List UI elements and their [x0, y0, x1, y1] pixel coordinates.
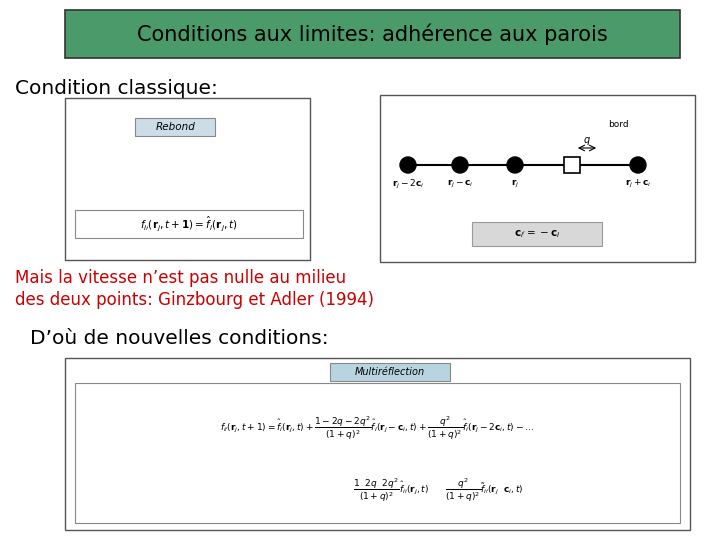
Circle shape	[630, 157, 646, 173]
Text: $\mathbf{r}_j - 2\mathbf{c}_i$: $\mathbf{r}_j - 2\mathbf{c}_i$	[392, 178, 424, 191]
Text: $\mathbf{r}_j + \mathbf{c}_i$: $\mathbf{r}_j + \mathbf{c}_i$	[625, 178, 652, 190]
Bar	[65, 10, 680, 58]
Text: Multiréflection: Multiréflection	[355, 367, 425, 377]
Bar	[75, 210, 303, 238]
Text: Conditions aux limites: adhérence aux parois: Conditions aux limites: adhérence aux pa…	[137, 23, 608, 45]
Circle shape	[507, 157, 523, 173]
Bar	[65, 98, 310, 260]
Text: $\dfrac{1\ \ 2q\ \ 2q^2}{(1+q)^2}\hat{f}_{i\prime}(\mathbf{r}_j,t) \qquad \dfrac: $\dfrac{1\ \ 2q\ \ 2q^2}{(1+q)^2}\hat{f}…	[353, 476, 523, 504]
Text: $\mathbf{r}_j$: $\mathbf{r}_j$	[511, 178, 519, 190]
Text: des deux points: Ginzbourg et Adler (1994): des deux points: Ginzbourg et Adler (199…	[15, 291, 374, 309]
Circle shape	[400, 157, 416, 173]
Text: $f_{i\prime}(\mathbf{r}_j,t+\mathbf{1}) = \hat{f}_i(\mathbf{r}_j,t)$: $f_{i\prime}(\mathbf{r}_j,t+\mathbf{1}) …	[140, 214, 238, 233]
Bar	[472, 222, 602, 246]
Bar	[65, 358, 690, 530]
Bar	[330, 363, 450, 381]
Text: $\mathbf{r}_j - \mathbf{c}_i$: $\mathbf{r}_j - \mathbf{c}_i$	[446, 178, 473, 190]
Bar	[135, 118, 215, 136]
Text: $\mathbf{c}_{i'} = -\mathbf{c}_i$: $\mathbf{c}_{i'} = -\mathbf{c}_i$	[514, 228, 560, 240]
Text: D’où de nouvelles conditions:: D’où de nouvelles conditions:	[30, 328, 328, 348]
Bar	[564, 157, 580, 173]
Circle shape	[452, 157, 468, 173]
Text: Condition classique:: Condition classique:	[15, 78, 218, 98]
Text: $q$: $q$	[583, 135, 591, 147]
Text: $f_{i\prime}(\mathbf{r}_j,t+1) = \hat{f}_i(\mathbf{r}_j,t) + \dfrac{1-2q-2q^2}{(: $f_{i\prime}(\mathbf{r}_j,t+1) = \hat{f}…	[220, 414, 535, 442]
Bar	[380, 95, 695, 262]
Text: Rebond: Rebond	[156, 122, 195, 132]
Text: bord: bord	[608, 120, 629, 129]
Bar	[75, 383, 680, 523]
Text: Mais la vitesse n’est pas nulle au milieu: Mais la vitesse n’est pas nulle au milie…	[15, 269, 346, 287]
